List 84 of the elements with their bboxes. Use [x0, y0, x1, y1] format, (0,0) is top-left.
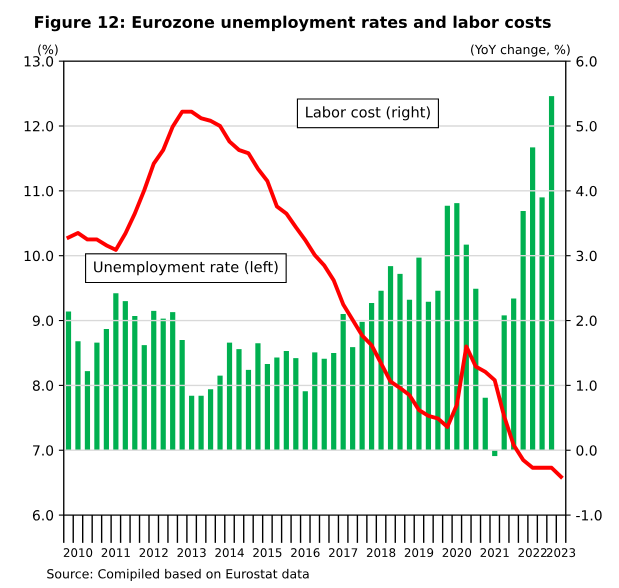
y2-tick-label: 6.0 [576, 56, 597, 67]
y-tick-label: 10.0 [24, 250, 54, 262]
bar [416, 258, 422, 450]
bar [530, 147, 536, 450]
bar [246, 370, 252, 450]
bar [208, 389, 214, 450]
y2-tick-label: 3.0 [576, 250, 597, 262]
bar [454, 203, 460, 450]
bar [511, 298, 516, 450]
bar [84, 371, 90, 450]
bar [180, 340, 185, 450]
x-tick-label: 2023 [546, 548, 576, 558]
x-tick-label: 2014 [215, 548, 244, 558]
bar [435, 290, 440, 450]
y2-tick-label: 1.0 [577, 380, 597, 391]
bar [312, 352, 318, 450]
bar [350, 347, 356, 450]
x-tick-label: 2016 [291, 548, 320, 558]
x-tick-label: 2012 [140, 548, 168, 558]
bar [444, 206, 450, 450]
source-note: Source: Comipiled based on Eurostat data [47, 568, 309, 581]
bar [492, 450, 498, 456]
x-tick-label: 2011 [102, 548, 130, 558]
bar [160, 318, 166, 450]
bar [539, 197, 545, 450]
bar [388, 266, 394, 450]
bar [255, 343, 261, 450]
bar [322, 358, 327, 450]
annotation: Unemployment rate (left) [94, 261, 278, 276]
x-tick-label: 2015 [253, 548, 282, 558]
bar [464, 244, 469, 450]
bar [75, 341, 81, 450]
bar [293, 358, 298, 450]
bar [66, 311, 72, 450]
bar [113, 293, 118, 450]
bar [331, 352, 336, 450]
bar [302, 391, 308, 450]
x-tick-label: 2020 [442, 548, 472, 558]
bar [170, 312, 176, 450]
bar [226, 342, 232, 450]
y2-tick-label: 5.0 [576, 120, 597, 132]
bar [482, 398, 488, 450]
bar [198, 396, 204, 450]
x-tick-label: 2019 [404, 548, 434, 558]
bar [189, 396, 194, 450]
x-tick-label: 2013 [177, 548, 206, 558]
y-tick-label: 12.0 [24, 120, 54, 132]
bar [473, 288, 478, 450]
bar [151, 310, 156, 450]
y-tick-label: 6.0 [32, 510, 54, 521]
x-tick-label: 2017 [329, 548, 358, 558]
bar [340, 314, 346, 450]
y-tick-label: 7.0 [33, 445, 54, 456]
y2-tick-label: 2.0 [576, 316, 597, 326]
bar [264, 364, 270, 450]
y2-tick-label: -1.0 [576, 510, 602, 521]
chart-title: Figure 12: Eurozone unemployment rates and labor costs [35, 16, 551, 32]
bar [284, 351, 289, 450]
x-tick-label: 2022 [518, 548, 546, 558]
bar [520, 210, 526, 450]
y-axis-title: (%) [38, 44, 58, 56]
bar [217, 376, 223, 450]
y2-tick-label: 4.0 [576, 186, 597, 196]
y-tick-label: 13.0 [24, 56, 54, 67]
bar [426, 302, 432, 450]
bar [122, 301, 128, 450]
x-tick-label: 2018 [366, 548, 396, 558]
y-tick-label: 11.0 [24, 186, 54, 196]
bar [406, 300, 412, 450]
x-tick-label: 2010 [64, 548, 92, 558]
bar [548, 96, 554, 450]
bar [274, 358, 280, 450]
y2-tick-label: 0.0 [576, 445, 597, 456]
bar [104, 328, 109, 450]
annotation: Labor cost (right) [306, 106, 430, 120]
bar [397, 274, 403, 450]
bar [94, 342, 100, 450]
y-tick-label: 9.0 [32, 316, 54, 326]
y2-axis-title: (YoY change, %) [471, 44, 570, 57]
x-tick-label: 2021 [480, 548, 509, 558]
bar [132, 316, 138, 450]
bar [236, 349, 242, 450]
bar [142, 345, 147, 450]
y-tick-label: 8.0 [32, 380, 54, 391]
